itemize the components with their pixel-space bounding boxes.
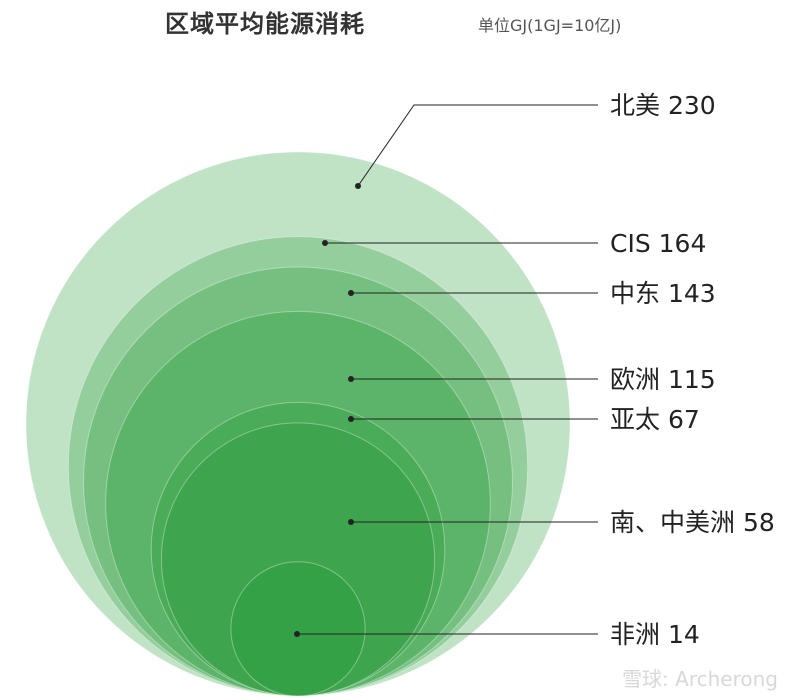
bubble-label-0: 北美 230 [610,91,716,120]
chart-unit-note: 单位GJ(1GJ=10亿J) [478,16,622,35]
chart-title: 区域平均能源消耗 [165,10,365,38]
leader-dot-5 [348,519,354,525]
bubble-label-4: 亚太 67 [610,405,700,434]
leader-dot-2 [348,290,354,296]
leaders-layer [294,104,598,637]
bubble-label-3: 欧洲 115 [610,365,716,394]
bubble-label-1: CIS 164 [610,229,706,258]
bubble-label-6: 非洲 14 [610,620,700,649]
leader-dot-3 [348,376,354,382]
bubble-6 [230,561,366,697]
watermark: 雪球: Archerong [622,667,778,691]
leader-dot-1 [322,240,328,246]
leader-line-0 [357,104,598,187]
bubble-label-2: 中东 143 [610,279,716,308]
leader-dot-0 [355,183,361,189]
bubble-label-5: 南、中美洲 58 [610,508,775,537]
circles-layer [25,151,571,697]
leader-dot-4 [348,416,354,422]
labels-layer: 北美 230 CIS 164 中东 143 欧洲 115 亚太 67 南、中美洲 58 非洲… [610,91,775,649]
leader-dot-6 [294,631,300,637]
